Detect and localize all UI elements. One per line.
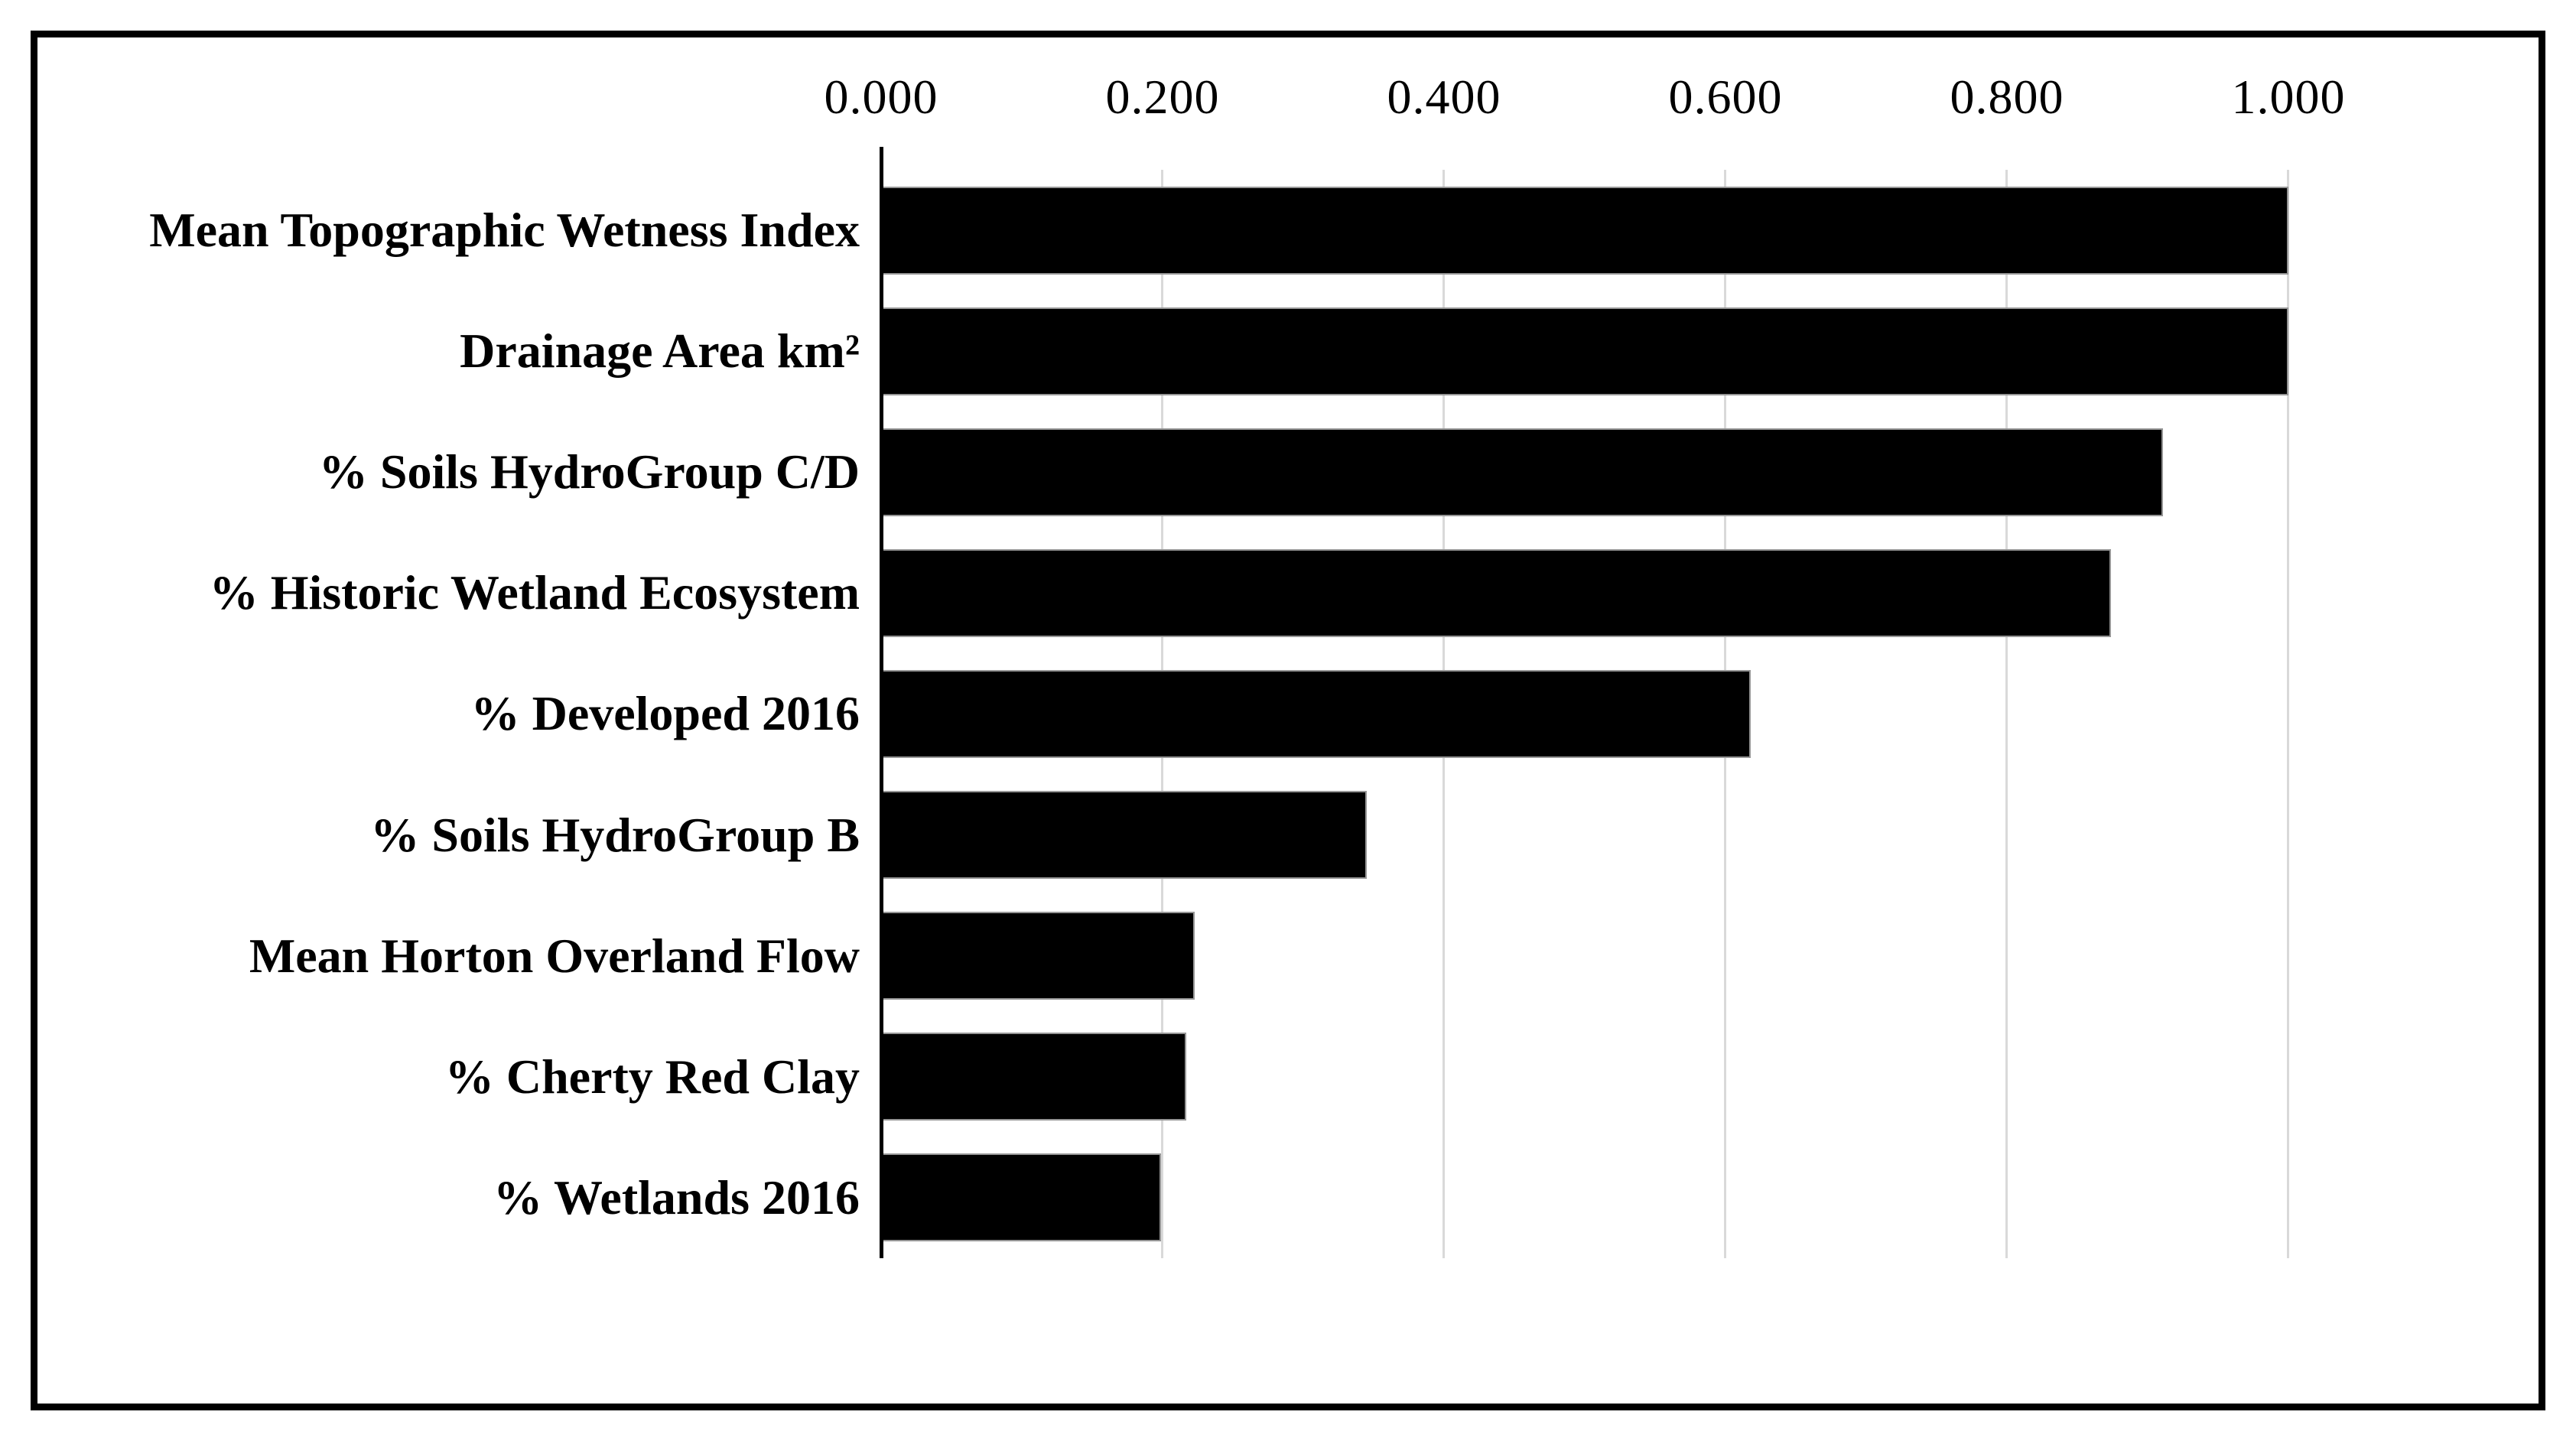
bar-cherty-red-clay: [881, 1033, 1187, 1121]
bar-mean-topographic-wetness-index: [881, 186, 2288, 275]
gridline-1.000: [2287, 170, 2289, 1258]
gridline-0.800: [2005, 170, 2008, 1258]
bars-container: [881, 170, 2288, 1258]
category-label: Drainage Area km²: [460, 324, 860, 379]
x-axis-tick-label: 1.000: [2231, 70, 2346, 124]
bar-row: [881, 1137, 2288, 1258]
bar-row: [881, 170, 2288, 291]
category-label: % Wetlands 2016: [493, 1169, 860, 1225]
category-label: % Developed 2016: [470, 686, 860, 741]
bar-wetlands-2016: [881, 1153, 1162, 1242]
bar-drainage-area-km2: [881, 307, 2288, 395]
category-label: % Historic Wetland Ecosystem: [209, 565, 860, 620]
x-axis-tick-label: 0.400: [1387, 70, 1501, 124]
x-axis-tick-label: 0.000: [824, 70, 938, 124]
x-axis-tick-label: 0.200: [1105, 70, 1220, 124]
bar-historic-wetland-ecosystem: [881, 548, 2112, 637]
x-axis-tick-label: 0.800: [1950, 70, 2064, 124]
bar-row: [881, 291, 2288, 411]
bar-mean-horton-overland-flow: [881, 912, 1195, 1000]
bar-row: [881, 532, 2288, 653]
x-axis-tick-label: 0.600: [1668, 70, 1783, 124]
category-label: Mean Topographic Wetness Index: [149, 203, 860, 258]
bar-developed-2016: [881, 669, 1751, 758]
value-axis-line: [880, 147, 883, 1258]
plot-area: [880, 147, 2289, 1258]
category-label: % Soils HydroGroup C/D: [318, 444, 860, 499]
bar-soils-hydrogroup-cd: [881, 428, 2164, 516]
bar-soils-hydrogroup-b: [881, 791, 1367, 880]
bar-row: [881, 653, 2288, 774]
bar-row: [881, 1017, 2288, 1137]
category-label: % Cherty Red Clay: [444, 1049, 860, 1104]
category-label: Mean Horton Overland Flow: [249, 928, 860, 983]
bar-row: [881, 411, 2288, 532]
bar-row: [881, 775, 2288, 896]
bar-row: [881, 896, 2288, 1017]
category-axis-labels: Mean Topographic Wetness Index Drainage …: [46, 170, 860, 1258]
category-label: % Soils HydroGroup B: [370, 807, 860, 862]
